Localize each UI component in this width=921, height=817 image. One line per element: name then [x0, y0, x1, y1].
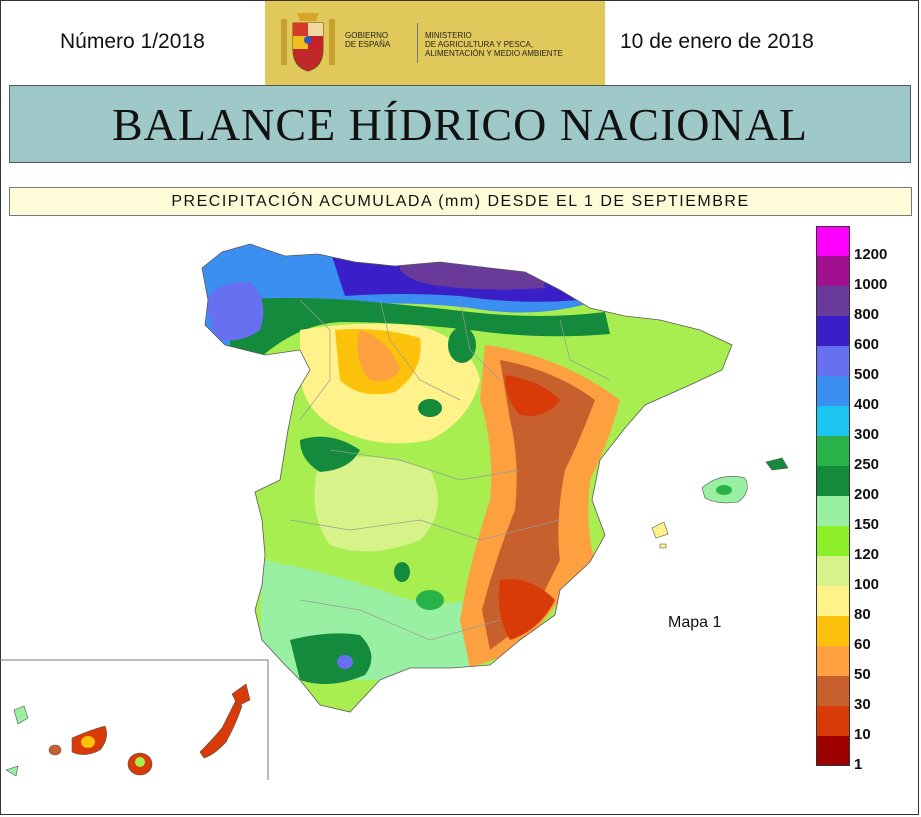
legend-label: 10	[854, 726, 871, 743]
issue-date: 10 de enero de 2018	[620, 30, 814, 53]
legend-swatch	[816, 526, 850, 556]
legend-swatch	[816, 616, 850, 646]
legend-swatch	[816, 316, 850, 346]
legend-swatch	[816, 376, 850, 406]
logo-divider	[417, 23, 418, 63]
page-title: BALANCE HÍDRICO NACIONAL	[111, 98, 809, 150]
legend-label: 1	[854, 756, 863, 773]
bulletin-header: Número 1/2018 GOBIERNO DE ESPAÑA MINISTE…	[0, 0, 921, 85]
government-label: GOBIERNO DE ESPAÑA	[345, 31, 391, 49]
title-banner: BALANCE HÍDRICO NACIONAL	[9, 85, 911, 163]
legend-label: 80	[854, 606, 871, 623]
legend-label: 120	[854, 546, 880, 563]
canary-islands-inset	[0, 659, 269, 780]
precipitation-map	[0, 243, 789, 780]
legend-label: 30	[854, 696, 871, 713]
legend-swatch	[816, 586, 850, 616]
legend-swatch	[816, 346, 850, 376]
peninsula-map	[202, 244, 732, 712]
map-label: Mapa 1	[668, 614, 722, 631]
legend-swatch	[816, 226, 850, 256]
coat-of-arms-icon	[281, 13, 335, 72]
legend-swatch	[816, 676, 850, 706]
legend-label: 1200	[854, 246, 888, 263]
legend-label: 250	[854, 456, 880, 473]
legend-swatch	[816, 646, 850, 676]
map-subtitle: PRECIPITACIÓN ACUMULADA (mm) DESDE EL 1 …	[9, 187, 912, 216]
balearic-islands	[651, 457, 789, 549]
legend-swatch	[816, 736, 850, 766]
legend-label: 500	[854, 366, 880, 383]
legend-label: 600	[854, 336, 880, 353]
legend-swatch	[816, 256, 850, 286]
legend-label: 200	[854, 486, 880, 503]
legend-swatch	[816, 706, 850, 736]
issue-number: Número 1/2018	[60, 30, 205, 53]
legend-swatch	[816, 496, 850, 526]
legend-swatch	[816, 406, 850, 436]
legend-label: 50	[854, 666, 871, 683]
government-logo: GOBIERNO DE ESPAÑA MINISTERIO DE AGRICUL…	[265, 1, 605, 85]
legend-swatch	[816, 286, 850, 316]
legend-label: 150	[854, 516, 880, 533]
legend-swatch	[816, 556, 850, 586]
legend-label: 60	[854, 636, 871, 653]
legend-label: 1000	[854, 276, 888, 293]
legend-label: 800	[854, 306, 880, 323]
legend-label: 400	[854, 396, 880, 413]
ministry-label: MINISTERIO DE AGRICULTURA Y PESCA, ALIME…	[425, 31, 563, 58]
legend-swatch	[816, 466, 850, 496]
legend-label: 300	[854, 426, 880, 443]
legend-label: 100	[854, 576, 880, 593]
legend-swatch	[816, 436, 850, 466]
